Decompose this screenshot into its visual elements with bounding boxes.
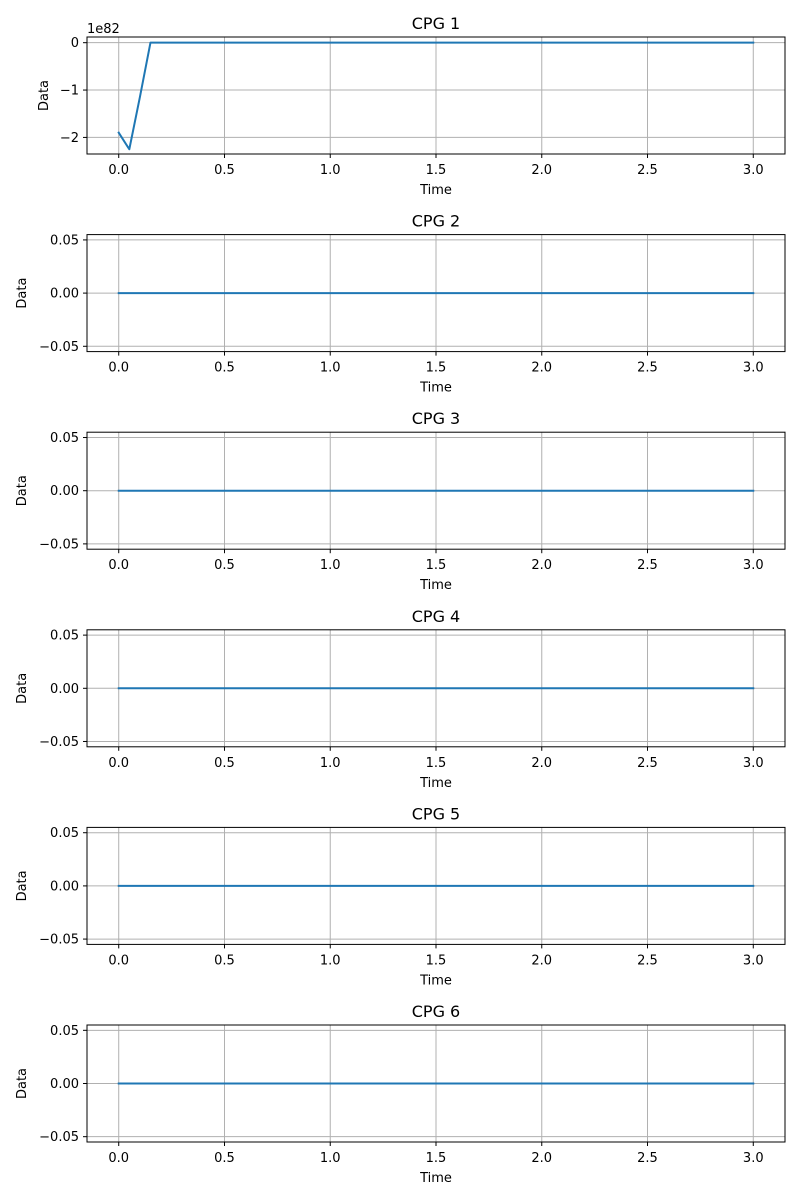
x-tick-label: 3.0 <box>743 1151 764 1166</box>
x-tick-label: 0.5 <box>214 953 235 968</box>
y-axis-label: Data <box>15 1068 30 1099</box>
x-tick-label: 2.0 <box>531 163 552 178</box>
x-tick-label: 1.5 <box>426 361 447 376</box>
x-tick-label: 0.5 <box>214 756 235 771</box>
x-tick-label: 0.0 <box>108 1151 129 1166</box>
y-tick-label: −2 <box>60 131 79 146</box>
subplot-cpg-6: 0.0 0.5 1.0 1.5 2.0 2.5 3.0 −0.05 0.00 0.05 CPG 6 T… <box>15 1002 786 1186</box>
y-tick-label: −0.05 <box>39 933 79 948</box>
subplot-cpg-5: 0.0 0.5 1.0 1.5 2.0 2.5 3.0 −0.05 0.00 0.05 CPG 5 T… <box>15 804 786 988</box>
x-axis-label: Time <box>419 183 452 198</box>
y-tick-label: 0.00 <box>50 287 79 302</box>
subplot-cpg-1: 0.0 0.5 1.0 1.5 2.0 2.5 3.0 −2 −1 0 CPG 1 Time Data 1… <box>37 14 786 198</box>
x-tick-label: 3.0 <box>743 361 764 376</box>
y-axis-label: Data <box>15 673 30 704</box>
x-tick-label: 2.5 <box>637 756 658 771</box>
y-tick-label: −0.05 <box>39 735 79 750</box>
y-axis-label: Data <box>15 278 30 309</box>
x-tick-label: 1.5 <box>426 953 447 968</box>
y-tick-label: 0.00 <box>50 879 79 894</box>
y-tick-label: −0.05 <box>39 340 79 355</box>
x-tick-label: 2.5 <box>637 558 658 573</box>
x-axis-label: Time <box>419 578 452 593</box>
y-tick-label: 0.00 <box>50 1077 79 1092</box>
x-tick-label: 1.0 <box>320 163 341 178</box>
x-tick-label: 1.5 <box>426 558 447 573</box>
x-tick-label: 2.0 <box>531 1151 552 1166</box>
chart-title: CPG 2 <box>412 212 460 231</box>
x-axis-label: Time <box>419 381 452 396</box>
y-tick-label: 0 <box>71 36 79 51</box>
x-axis-label: Time <box>419 1171 452 1186</box>
chart-title: CPG 5 <box>412 804 460 823</box>
x-tick-label: 1.5 <box>426 756 447 771</box>
x-tick-label: 2.5 <box>637 163 658 178</box>
y-tick-label: −0.05 <box>39 537 79 552</box>
x-tick-label: 2.0 <box>531 558 552 573</box>
x-tick-label: 0.5 <box>214 1151 235 1166</box>
subplot-cpg-3: 0.0 0.5 1.0 1.5 2.0 2.5 3.0 −0.05 0.00 0.05 CPG 3 T… <box>15 409 786 593</box>
x-tick-label: 0.0 <box>108 953 129 968</box>
y-tick-label: 0.05 <box>50 826 79 841</box>
x-tick-label: 0.0 <box>108 361 129 376</box>
y-tick-label: 0.05 <box>50 233 79 248</box>
x-tick-label: 0.5 <box>214 163 235 178</box>
y-tick-label: 0.05 <box>50 629 79 644</box>
y-tick-label: −0.05 <box>39 1130 79 1145</box>
x-tick-label: 2.5 <box>637 953 658 968</box>
y-offset-label: 1e82 <box>87 22 120 37</box>
y-axis-label: Data <box>15 870 30 901</box>
x-tick-label: 1.5 <box>426 1151 447 1166</box>
chart-title: CPG 3 <box>412 409 460 428</box>
y-tick-label: 0.05 <box>50 431 79 446</box>
y-tick-label: −1 <box>60 84 79 99</box>
x-tick-label: 3.0 <box>743 953 764 968</box>
x-tick-label: 3.0 <box>743 163 764 178</box>
subplot-cpg-4: 0.0 0.5 1.0 1.5 2.0 2.5 3.0 −0.05 0.00 0.05 CPG 4 T… <box>15 607 786 791</box>
x-tick-label: 0.0 <box>108 558 129 573</box>
x-tick-label: 2.0 <box>531 953 552 968</box>
chart-title: CPG 6 <box>412 1002 460 1021</box>
y-tick-label: 0.00 <box>50 484 79 499</box>
x-tick-label: 0.5 <box>214 361 235 376</box>
x-tick-label: 1.0 <box>320 756 341 771</box>
x-tick-label: 1.5 <box>426 163 447 178</box>
subplot-cpg-2: 0.0 0.5 1.0 1.5 2.0 2.5 3.0 −0.05 0.00 0.05 CPG 2 T… <box>15 212 786 396</box>
y-tick-label: 0.00 <box>50 682 79 697</box>
chart-title: CPG 4 <box>412 607 460 626</box>
x-tick-label: 0.0 <box>108 756 129 771</box>
chart-title: CPG 1 <box>412 14 460 33</box>
x-tick-label: 1.0 <box>320 558 341 573</box>
x-tick-label: 0.0 <box>108 163 129 178</box>
series-line <box>117 41 755 151</box>
x-tick-label: 2.5 <box>637 1151 658 1166</box>
x-tick-label: 2.0 <box>531 756 552 771</box>
x-tick-label: 1.0 <box>320 1151 341 1166</box>
y-tick-label: 0.05 <box>50 1024 79 1039</box>
x-tick-label: 1.0 <box>320 361 341 376</box>
x-axis-label: Time <box>419 973 452 988</box>
y-axis-label: Data <box>15 475 30 506</box>
x-tick-label: 3.0 <box>743 558 764 573</box>
x-tick-label: 2.0 <box>531 361 552 376</box>
x-tick-label: 3.0 <box>743 756 764 771</box>
x-tick-label: 2.5 <box>637 361 658 376</box>
x-axis-label: Time <box>419 776 452 791</box>
y-axis-label: Data <box>37 80 52 111</box>
x-tick-label: 1.0 <box>320 953 341 968</box>
x-tick-label: 0.5 <box>214 558 235 573</box>
